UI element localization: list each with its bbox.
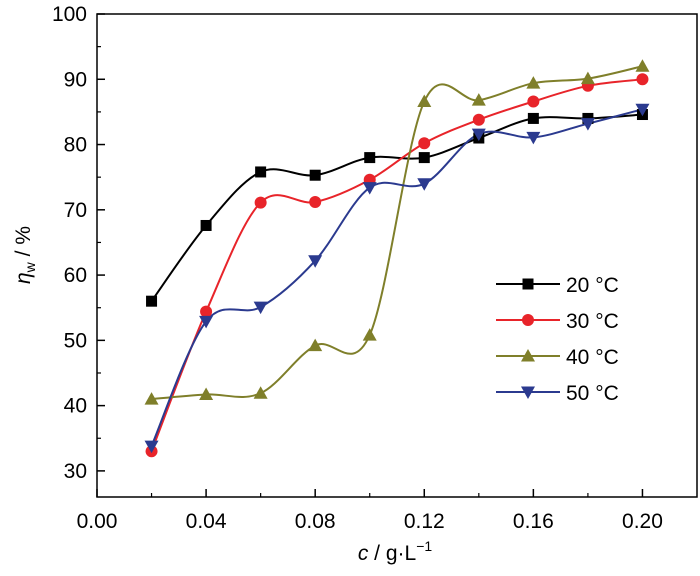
y-axis-title-unit: / % [12,226,35,262]
y-tick-label: 80 [64,134,87,157]
data-point [144,392,159,405]
y-tick-labels: 30 40 50 60 70 80 90 100 [52,3,87,483]
data-point [417,94,432,107]
plot-frame [96,13,698,498]
data-point [418,137,431,150]
data-point [200,305,213,318]
data-point [144,440,159,454]
data-point [472,113,485,126]
legend-label: 20 °C [566,274,619,297]
series-markers [144,59,650,458]
data-point [309,169,321,181]
data-point [580,118,595,131]
data-point [200,219,212,231]
x-axis-title-exponent: −1 [416,538,432,554]
x-tick-label: 0.08 [295,510,336,533]
x-tick-label: 0.12 [404,510,445,533]
legend-marker [522,314,534,326]
data-point [199,315,214,329]
data-point [253,301,268,315]
x-tick-label: 0.20 [622,510,663,533]
y-tick-label: 100 [52,3,87,26]
data-point [308,255,323,268]
data-point [362,328,377,341]
legend-label: 30 °C [566,310,619,333]
data-point [417,178,432,191]
data-point [364,152,376,164]
y-tick-label: 60 [64,264,87,287]
data-point [636,73,649,86]
data-point [527,95,540,108]
data-point [471,93,486,106]
data-point [635,59,650,72]
legend-marker [522,278,534,290]
data-point [526,131,541,145]
axis-ticks [96,13,644,497]
x-axis-title: c / g·L−1 [358,538,433,565]
x-tick-label: 0.00 [77,510,118,533]
x-axis-title-unit: / g·L [368,542,416,565]
data-point [418,152,430,164]
y-axis-title-subscript: w [22,261,38,273]
data-point [471,128,486,142]
series-line [150,108,643,447]
y-axis-title: ηw / % [12,226,38,284]
x-axis-title-symbol: c [358,542,369,565]
x-tick-label: 0.04 [186,510,227,533]
x-tick-label: 0.16 [513,510,554,533]
data-point [309,195,322,208]
y-tick-label: 40 [64,395,87,418]
data-point [308,338,323,352]
legend-marker [521,386,535,399]
data-point [255,166,267,178]
data-point [253,386,268,399]
data-point [362,182,377,195]
legend-label: 50 °C [566,382,619,405]
series-line [150,113,643,302]
y-tick-label: 90 [64,68,87,91]
x-tick-labels: 0.00 0.04 0.08 0.12 0.16 0.20 [77,510,663,533]
series-line [151,65,643,401]
y-tick-label: 30 [64,460,87,483]
legend-label: 40 °C [566,346,619,369]
data-point [199,387,214,401]
legend: 20 °C 30 °C 40 °C 50 °C [496,274,619,405]
data-point [580,71,595,85]
y-tick-label: 70 [64,199,87,222]
y-axis-title-symbol: η [12,272,35,284]
data-point [254,196,267,209]
data-point [526,76,541,89]
y-tick-label: 50 [64,329,87,352]
legend-marker [521,349,535,362]
data-point [635,103,650,117]
data-point [146,295,158,307]
data-point [527,112,539,124]
